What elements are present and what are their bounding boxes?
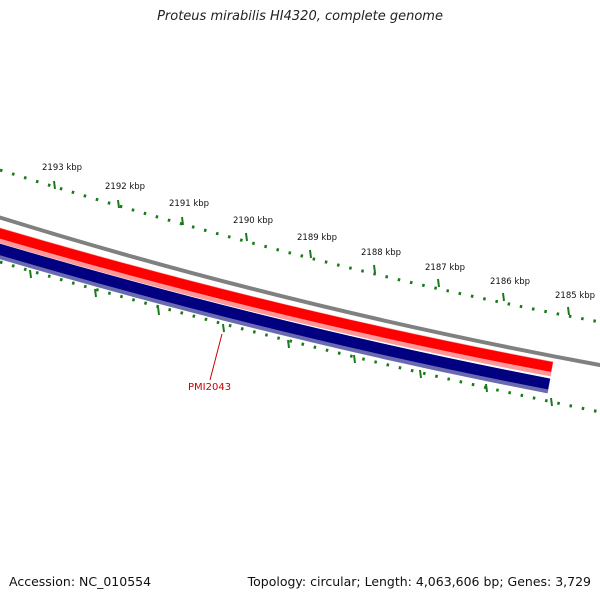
inner-major-tick [287,339,290,349]
major-tick [373,264,376,274]
ruler-label: 2193 kbp [42,163,82,173]
inner-major-tick [94,288,97,298]
inner-major-tick [157,306,160,316]
inner-scale-ruler [0,260,600,414]
major-tick [437,278,440,288]
inner-major-tick [550,397,553,407]
ruler-label: 2189 kbp [297,233,337,243]
major-tick [181,216,184,226]
gene-annotation[interactable]: PMI2043 [188,333,231,393]
ruler-major-ticks [53,180,570,316]
ruler-label: 2188 kbp [361,248,401,258]
major-tick [567,306,570,316]
map-title: Proteus mirabilis HI4320, complete genom… [157,9,443,24]
major-tick [117,199,120,209]
forward-strand-track[interactable] [0,227,554,377]
ruler-label: 2191 kbp [169,199,209,209]
inner-major-tick [419,369,422,379]
ruler-labels: 2193 kbp 2192 kbp 2191 kbp 2190 kbp 2189… [42,163,595,301]
ruler-dots [0,168,600,324]
inner-major-tick [29,269,32,279]
ruler-label: 2190 kbp [233,216,273,226]
major-tick [309,249,312,259]
inner-major-tick [485,383,488,393]
gene-leader-line [209,333,223,381]
major-tick [502,292,505,302]
forward-cds-feature-core [0,228,553,372]
major-tick [53,180,56,190]
major-tick [245,232,248,242]
reverse-strand-track[interactable] [0,243,551,394]
scale-ruler: 2193 kbp 2192 kbp 2191 kbp 2190 kbp 2189… [0,163,600,324]
inner-major-tick [222,323,225,333]
ruler-label: 2185 kbp [555,291,595,301]
reverse-cds-feature-core [0,243,551,390]
ruler-label: 2187 kbp [425,263,465,273]
ruler-label: 2192 kbp [105,182,145,192]
accession-text: Accession: NC_010554 [9,574,152,589]
gene-label: PMI2043 [188,382,231,393]
ruler-label: 2186 kbp [490,277,530,287]
inner-major-tick [353,354,356,364]
inner-ruler-major-ticks [29,269,553,407]
genome-summary-text: Topology: circular; Length: 4,063,606 bp… [247,574,591,589]
backbone-track [0,215,600,368]
